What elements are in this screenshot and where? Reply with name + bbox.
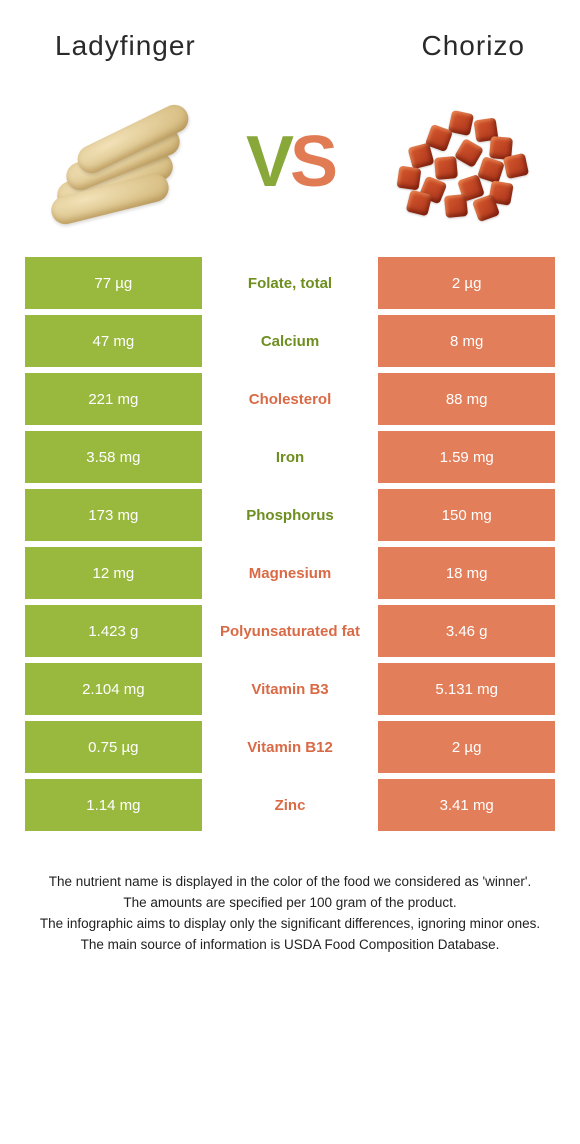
left-food-image (45, 97, 200, 227)
table-row: 1.423 gPolyunsaturated fat3.46 g (25, 605, 555, 657)
left-value: 0.75 µg (25, 721, 202, 773)
right-value: 18 mg (378, 547, 555, 599)
footnotes: The nutrient name is displayed in the co… (0, 837, 580, 956)
ladyfinger-icon (45, 97, 200, 227)
table-row: 2.104 mgVitamin B35.131 mg (25, 663, 555, 715)
left-value: 12 mg (25, 547, 202, 599)
footnote-line: The main source of information is USDA F… (30, 935, 550, 956)
right-value: 88 mg (378, 373, 555, 425)
footnote-line: The infographic aims to display only the… (30, 914, 550, 935)
table-row: 12 mgMagnesium18 mg (25, 547, 555, 599)
left-value: 3.58 mg (25, 431, 202, 483)
table-row: 221 mgCholesterol88 mg (25, 373, 555, 425)
right-value: 2 µg (378, 721, 555, 773)
table-row: 0.75 µgVitamin B122 µg (25, 721, 555, 773)
table-row: 77 µgFolate, total2 µg (25, 257, 555, 309)
left-value: 221 mg (25, 373, 202, 425)
right-value: 1.59 mg (378, 431, 555, 483)
left-food-title: Ladyfinger (55, 30, 196, 62)
right-value: 2 µg (378, 257, 555, 309)
nutrient-name: Folate, total (202, 257, 379, 309)
hero-row: VS (0, 72, 580, 257)
chorizo-icon (380, 97, 535, 227)
nutrient-name: Calcium (202, 315, 379, 367)
nutrient-table: 77 µgFolate, total2 µg47 mgCalcium8 mg22… (0, 257, 580, 831)
nutrient-name: Vitamin B3 (202, 663, 379, 715)
table-row: 1.14 mgZinc3.41 mg (25, 779, 555, 831)
right-food-image (380, 97, 535, 227)
nutrient-name: Cholesterol (202, 373, 379, 425)
right-value: 3.46 g (378, 605, 555, 657)
nutrient-name: Phosphorus (202, 489, 379, 541)
left-value: 77 µg (25, 257, 202, 309)
footnote-line: The nutrient name is displayed in the co… (30, 872, 550, 893)
nutrient-name: Polyunsaturated fat (202, 605, 379, 657)
left-value: 2.104 mg (25, 663, 202, 715)
right-value: 150 mg (378, 489, 555, 541)
right-food-title: Chorizo (422, 30, 525, 62)
table-row: 47 mgCalcium8 mg (25, 315, 555, 367)
nutrient-name: Iron (202, 431, 379, 483)
nutrient-name: Zinc (202, 779, 379, 831)
table-row: 3.58 mgIron1.59 mg (25, 431, 555, 483)
right-value: 5.131 mg (378, 663, 555, 715)
footnote-line: The amounts are specified per 100 gram o… (30, 893, 550, 914)
left-value: 173 mg (25, 489, 202, 541)
table-row: 173 mgPhosphorus150 mg (25, 489, 555, 541)
nutrient-name: Magnesium (202, 547, 379, 599)
nutrient-name: Vitamin B12 (202, 721, 379, 773)
right-value: 8 mg (378, 315, 555, 367)
header: Ladyfinger Chorizo (0, 0, 580, 72)
left-value: 1.423 g (25, 605, 202, 657)
left-value: 47 mg (25, 315, 202, 367)
vs-label: VS (246, 126, 334, 198)
right-value: 3.41 mg (378, 779, 555, 831)
left-value: 1.14 mg (25, 779, 202, 831)
